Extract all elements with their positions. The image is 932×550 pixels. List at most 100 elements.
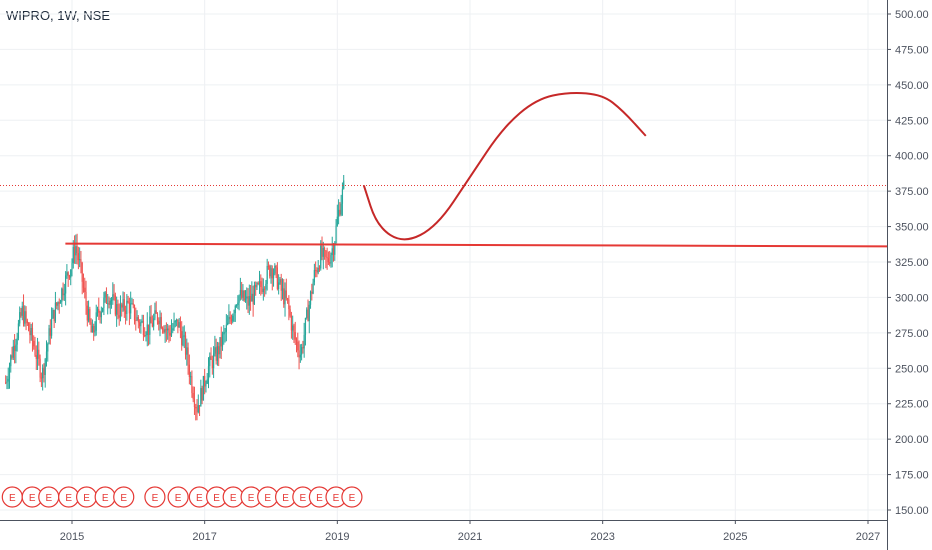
y-tick-label: 425.00 [895,115,929,127]
candle-body [228,316,230,323]
candle-body [172,328,174,331]
candle-body [216,346,219,361]
candle-body [34,346,36,356]
candle-body [128,302,131,314]
candle-body [104,292,106,298]
candle-body [29,330,31,336]
candle-body [219,337,221,355]
candle-body [267,265,270,267]
earnings-marker[interactable]: E [1,486,23,508]
candle-body [112,294,114,300]
candle-body [158,320,160,325]
y-tick-label: 375.00 [895,186,929,198]
candle-body [169,332,171,336]
candle-body [66,272,68,276]
candle-body [190,376,192,378]
y-tick-label: 250.00 [895,363,929,375]
candle-body [99,312,101,318]
candle-body [84,287,86,293]
candle-body [202,376,204,401]
x-tick-label: 2019 [325,531,349,543]
candle-body [71,263,73,270]
candle-body [255,284,257,288]
candle-body [229,316,231,320]
candle-body [215,347,217,361]
candle-body [146,324,148,336]
y-tick-label: 150.00 [895,505,929,517]
candle-body [52,309,54,319]
candle-body [89,308,91,323]
earnings-marker[interactable]: E [188,486,210,508]
candle-body [187,347,189,365]
candle-body [40,377,42,379]
candle-body [212,353,215,369]
x-tick-label: 2015 [60,531,84,543]
candle-body [262,288,264,293]
earnings-marker[interactable]: E [222,486,244,508]
earnings-marker[interactable]: E [113,486,135,508]
candle-body [103,297,105,308]
candle-body [155,310,157,314]
candle-body [269,266,271,277]
candle-body [288,299,290,310]
candle-body [274,265,276,274]
candle-body [135,320,137,322]
candle-body [167,328,169,331]
earnings-marker[interactable]: E [257,486,279,508]
earnings-marker-label: E [230,493,237,504]
candle-body [19,312,21,324]
candle-body [237,302,239,306]
candle-body [248,296,250,306]
candle-body [293,325,295,333]
x-tick-label: 2025 [723,531,747,543]
earnings-marker-label: E [349,493,356,504]
earnings-marker[interactable]: E [341,486,363,508]
y-tick-label: 400.00 [895,151,929,163]
candle-body [126,300,128,314]
candle-body [241,290,243,298]
candle-body [56,302,58,306]
earnings-marker[interactable]: E [38,486,60,508]
y-tick-label: 275.00 [895,328,929,340]
candle-body [113,294,115,296]
candle-body [184,335,187,355]
candle-body [59,301,62,304]
candle-body [62,288,64,296]
candle-body [161,328,164,330]
candle-body [31,328,34,341]
x-tick-label: 2021 [458,531,482,543]
candle-body [15,344,17,352]
earnings-marker[interactable]: E [94,486,116,508]
earnings-marker-label: E [282,493,289,504]
candle-body [341,188,344,204]
candle-body [243,290,245,301]
earnings-marker-circle [144,486,166,508]
candle-body [309,291,312,305]
candle-body [278,282,280,289]
candle-body [188,364,190,378]
candle-body [153,318,155,327]
candle-body [25,311,27,321]
candle-body [204,376,206,387]
candle-body [261,286,263,293]
candle-body [5,382,7,384]
earnings-marker[interactable]: E [58,486,80,508]
earnings-marker[interactable]: E [206,486,228,508]
candle-body [133,305,136,321]
candle-body [82,281,85,288]
earnings-marker[interactable]: E [167,486,189,508]
candle-body [123,299,125,311]
candle-body [12,346,14,358]
candle-body [58,302,60,304]
earnings-marker-label: E [29,493,36,504]
earnings-marker[interactable]: E [144,486,166,508]
candle-body [43,367,45,375]
earnings-marker[interactable]: E [75,486,98,508]
candle-body [65,275,67,294]
candle-body [192,393,194,400]
candle-body [252,293,254,305]
candle-body [205,383,207,387]
candle-body [109,300,111,305]
candle-body [257,283,259,285]
